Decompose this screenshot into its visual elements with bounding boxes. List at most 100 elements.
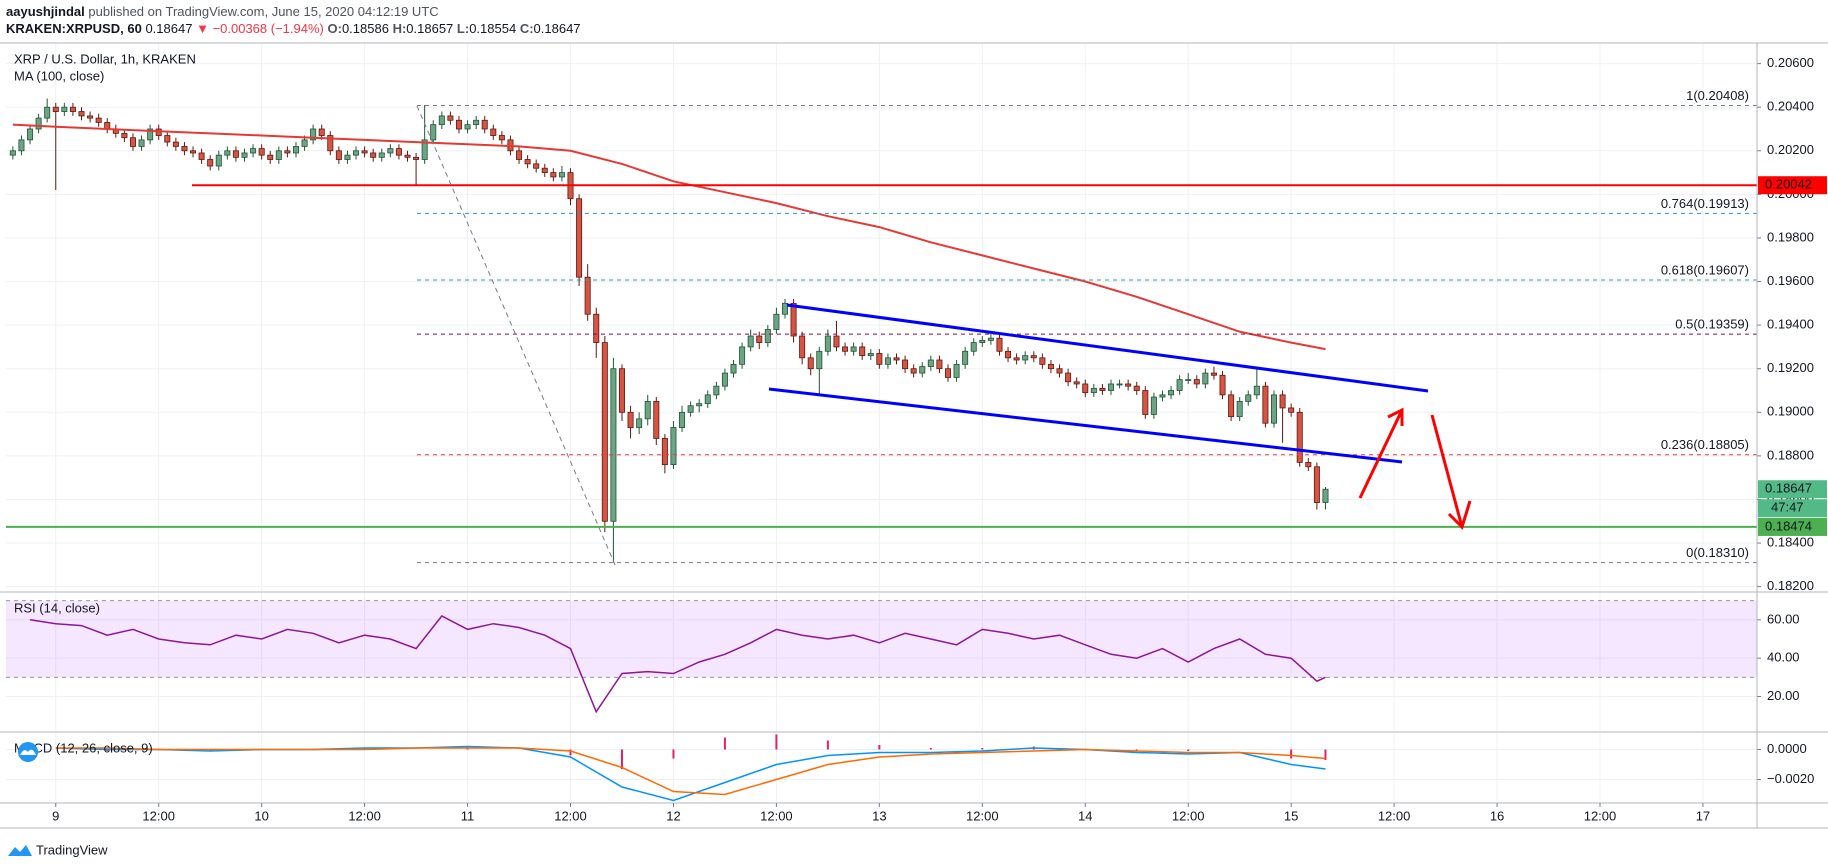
candle-body xyxy=(1090,387,1097,394)
candle-body xyxy=(867,353,874,357)
channel-lower xyxy=(768,387,1403,464)
candle-body xyxy=(704,394,711,404)
candle-body xyxy=(550,172,557,178)
pane-title: XRP / U.S. Dollar, 1h, KRAKEN xyxy=(14,51,196,66)
candle-body xyxy=(455,119,462,130)
candle-body xyxy=(601,342,608,522)
candle-body xyxy=(919,366,926,374)
candle-body xyxy=(481,119,488,130)
plot-area: 0.182000.184000.186000.188000.190000.192… xyxy=(0,42,1828,829)
candle-body xyxy=(987,337,994,341)
candle-body xyxy=(292,146,299,154)
ohlc-key: O: xyxy=(328,21,342,36)
candle-body xyxy=(9,150,16,156)
candle-body xyxy=(533,163,540,169)
candle-body xyxy=(893,357,900,361)
published: published on TradingView.com, June 15, 2… xyxy=(88,4,438,19)
candle-body xyxy=(1005,350,1012,359)
y-tick-label: 0.0000 xyxy=(1767,741,1807,756)
candle-body xyxy=(421,139,428,160)
candle-body xyxy=(1262,385,1269,424)
candle-body xyxy=(1125,383,1132,387)
candle-body xyxy=(884,357,891,365)
candle-body xyxy=(1039,357,1046,365)
candle-body xyxy=(1202,372,1209,385)
y-tick-label: 0.19200 xyxy=(1767,360,1814,375)
candle-body xyxy=(1228,394,1235,418)
candle-body xyxy=(387,148,394,154)
candle-body xyxy=(361,150,368,154)
candle-body xyxy=(610,368,617,522)
candle-body xyxy=(198,152,205,160)
candle-body xyxy=(232,150,239,158)
candle-body xyxy=(661,438,668,466)
candle-body xyxy=(1022,355,1029,361)
x-tick-label: 12:00 xyxy=(966,808,999,823)
candle-body xyxy=(284,150,291,154)
fib-label: 0.618(0.19607) xyxy=(1661,262,1749,277)
candle-body xyxy=(1193,379,1200,385)
candle-body xyxy=(378,152,385,158)
fib-label: 0.236(0.18805) xyxy=(1661,437,1749,452)
price-tag-label: 0.18647 xyxy=(1765,481,1812,496)
fib-label: 0(0.18310) xyxy=(1686,545,1749,560)
candle-body xyxy=(1313,466,1320,503)
candle-body xyxy=(464,124,471,130)
candle-body xyxy=(404,154,411,158)
ohlc-value: 0.18554 xyxy=(469,21,516,36)
candle-body xyxy=(473,119,480,126)
price-tag xyxy=(1758,517,1827,536)
candle-body xyxy=(147,128,154,141)
x-tick-label: 12:00 xyxy=(1584,808,1617,823)
candle-body xyxy=(1236,401,1243,418)
ohlc-value: 0.18657 xyxy=(406,21,453,36)
candle-body xyxy=(318,128,325,136)
y-tick-label: 0.20600 xyxy=(1767,55,1814,70)
y-tick-label: 0.19000 xyxy=(1767,404,1814,419)
fib-trend-line xyxy=(416,105,617,568)
candle-body xyxy=(739,346,746,365)
y-tick-label: 40.00 xyxy=(1767,650,1800,665)
candle-body xyxy=(1288,407,1295,413)
price-tag xyxy=(1758,480,1827,499)
candle-body xyxy=(95,117,102,123)
candle-body xyxy=(190,150,197,154)
candle-body xyxy=(859,346,866,357)
candle-body xyxy=(1168,390,1175,396)
indicator-icon-glyph xyxy=(20,749,36,755)
drawings xyxy=(8,105,1472,856)
pane-title: RSI (14, close) xyxy=(14,600,100,615)
candle-body xyxy=(1270,394,1277,424)
candle-body xyxy=(1056,368,1063,374)
candle-body xyxy=(498,135,505,141)
candle-body xyxy=(1219,374,1226,396)
candle-body xyxy=(172,141,179,147)
candle-body xyxy=(1030,355,1037,359)
ohlc-value: 0.18647 xyxy=(534,21,581,36)
candle-body xyxy=(490,128,497,136)
brand: TradingView xyxy=(36,842,108,857)
candle-body xyxy=(275,150,282,160)
candle-body xyxy=(679,411,686,428)
candle-body xyxy=(1253,385,1260,396)
y-tick-label: 0.18800 xyxy=(1767,447,1814,462)
candle-body xyxy=(1159,394,1166,398)
candle-body xyxy=(301,139,308,147)
candle-body xyxy=(1185,379,1192,382)
pane-title: MACD (12, 26, close, 9) xyxy=(14,740,153,755)
x-tick-label: 16 xyxy=(1490,808,1504,823)
candle-body xyxy=(953,363,960,378)
candle-body xyxy=(781,302,788,315)
candle-body xyxy=(653,401,660,439)
candle-body xyxy=(1107,383,1114,391)
candle-body xyxy=(353,150,360,156)
candle-body xyxy=(627,411,634,428)
candle-body xyxy=(696,403,703,407)
countdown: 47:47 xyxy=(1771,500,1804,515)
fib-label: 0.5(0.19359) xyxy=(1675,317,1749,332)
candle-body xyxy=(1245,394,1252,402)
x-tick-label: 10 xyxy=(254,808,268,823)
x-tick-label: 12 xyxy=(666,808,680,823)
